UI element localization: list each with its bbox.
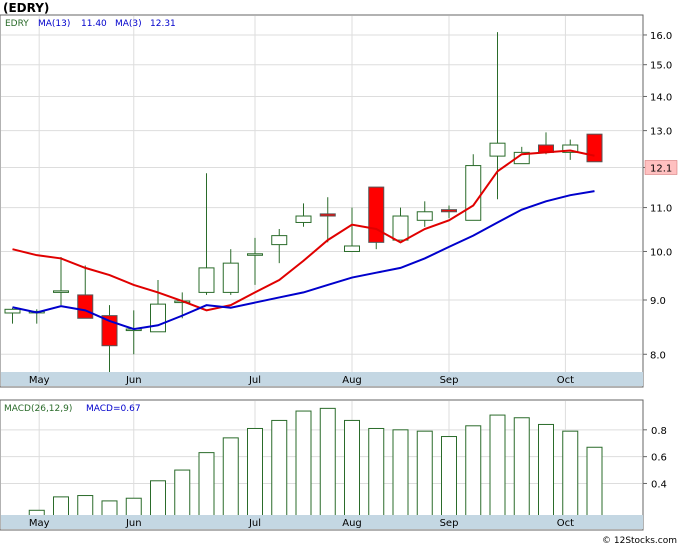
watermark: © 12Stocks.com (602, 536, 677, 546)
macd-label: MACD(26,12,9) (4, 404, 72, 414)
candle-body (562, 144, 579, 153)
candle-body (77, 294, 94, 319)
candle-body (586, 133, 603, 163)
price-month-label: May (29, 375, 50, 386)
macd-bar (53, 496, 69, 518)
moving-averages (12, 149, 595, 331)
price-tick-label: 16.0 (650, 31, 672, 42)
price-tick-label: 15.0 (650, 61, 672, 72)
macd-bar (392, 429, 409, 518)
macd-tick-label: 0.6 (651, 453, 667, 464)
macd-bar (441, 436, 457, 518)
macd-bar (368, 427, 385, 518)
macd-bar (198, 452, 215, 518)
price-tick-label: 9.0 (650, 296, 666, 307)
macd-bar (174, 469, 191, 518)
candle-body (198, 267, 215, 293)
price-tick-label: 14.0 (650, 92, 672, 103)
candle-body (295, 215, 312, 223)
price-month-label: Jun (125, 375, 142, 386)
macd-bar (538, 423, 554, 518)
price-tick-label: 11.0 (650, 204, 672, 215)
macd-bar (513, 417, 530, 518)
macd-bar (489, 414, 506, 518)
price-month-label: Oct (557, 375, 574, 386)
price-month-label: Sep (440, 375, 459, 386)
candle-body (441, 209, 457, 213)
candle-body (271, 235, 288, 246)
macd-tick-label: 0.8 (651, 426, 667, 437)
macd-date-axis: May Jun Jul Aug Sep Oct (29, 518, 574, 529)
candle-body (513, 151, 530, 165)
macd-bar (586, 446, 603, 518)
legend-ma3-value: 12.31 (150, 19, 176, 29)
macd-month-label: Jul (248, 518, 261, 529)
macd-axis: 0.4 0.6 0.8 (643, 426, 667, 490)
ma3-line (12, 149, 595, 312)
macd-bar (101, 500, 118, 518)
candle-body (465, 165, 482, 221)
macd-bar (77, 495, 94, 518)
candle-body (53, 290, 69, 293)
macd-bar (562, 430, 579, 518)
macd-month-label: Jun (125, 518, 142, 529)
price-month-label: Jul (248, 375, 261, 386)
candle-body (247, 253, 263, 256)
macd-date-axis-band (1, 515, 643, 529)
candle-body (392, 215, 409, 241)
macd-bar (271, 419, 288, 518)
macd-month-label: Sep (440, 518, 459, 529)
candle-body (416, 211, 433, 221)
candle-body (222, 262, 239, 293)
price-tick-label: 8.0 (650, 350, 666, 361)
macd-tick-label: 0.4 (651, 479, 667, 490)
price-date-axis: May Jun Jul Aug Sep Oct (29, 375, 574, 386)
candle-body (4, 308, 21, 314)
price-tick-label: 13.0 (650, 127, 672, 138)
macd-bar (465, 425, 482, 518)
macd-bar (416, 430, 433, 518)
macd-bar (247, 427, 263, 518)
candle-body (150, 303, 166, 333)
macd-bars (4, 407, 603, 519)
last-price-tag-label: 12.1 (650, 163, 672, 174)
macd-panel-frame (0, 399, 644, 531)
macd-month-label: Aug (342, 518, 362, 529)
legend-ma13-label: MA(13) (38, 19, 70, 29)
macd-bar (319, 407, 336, 518)
macd-value-label: MACD=0.67 (86, 404, 141, 414)
macd-month-label: May (29, 518, 50, 529)
legend-symbol: EDRY (5, 19, 29, 29)
candle-body (368, 186, 385, 243)
candle-body (344, 245, 360, 252)
candle-body (319, 213, 336, 217)
macd-bar (150, 480, 166, 518)
price-panel-frame (0, 14, 644, 388)
macd-bar (125, 497, 142, 518)
ma13-line (12, 190, 595, 331)
candle-body (489, 142, 506, 157)
price-axis: 8.0 9.0 10.0 11.0 12.1 13.0 14.0 15.0 16.0 (643, 31, 678, 361)
macd-bar (344, 419, 360, 518)
last-price-tag (644, 160, 678, 175)
legend-ma3-label: MA(3) (115, 19, 142, 29)
macd-bar (295, 410, 312, 518)
macd-bar (222, 437, 239, 518)
price-month-label: Aug (342, 375, 362, 386)
price-grid (1, 34, 642, 355)
price-tick-label: 10.0 (650, 247, 672, 258)
legend-ma13-value: 11.40 (81, 19, 107, 29)
price-date-axis-band (1, 372, 643, 386)
macd-month-label: Oct (557, 518, 574, 529)
ticker-title: (EDRY) (3, 1, 49, 15)
